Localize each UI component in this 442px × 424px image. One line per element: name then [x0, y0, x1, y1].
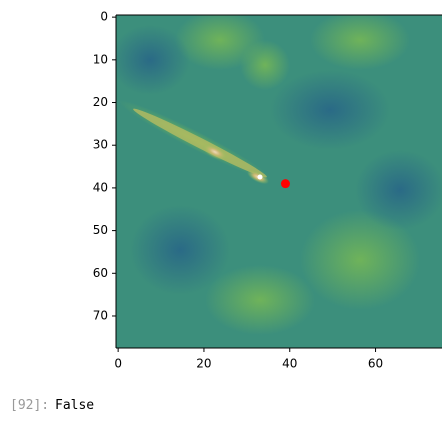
- x-tick-label: 60: [368, 357, 383, 371]
- x-tick-label: 0: [114, 357, 122, 371]
- chart: 0 10 20 30 40 50 60 70 0 20 40 60: [93, 10, 442, 371]
- y-tick-label: 50: [93, 223, 108, 237]
- y-tick-label: 40: [93, 180, 108, 194]
- y-tick-label: 60: [93, 266, 108, 280]
- heatmap: [116, 15, 442, 348]
- point: [280, 179, 290, 189]
- y-tick-label: 70: [93, 308, 108, 322]
- x-tick-label: 40: [282, 357, 297, 371]
- output-text: False: [55, 398, 95, 413]
- y-tick-label: 30: [93, 138, 108, 152]
- x-tick-label: 20: [196, 357, 211, 371]
- output-prompt: [92]:: [10, 398, 50, 413]
- y-tick-label: 0: [100, 10, 108, 24]
- y-tick-label: 10: [93, 52, 108, 66]
- y-tick-label: 20: [93, 95, 108, 109]
